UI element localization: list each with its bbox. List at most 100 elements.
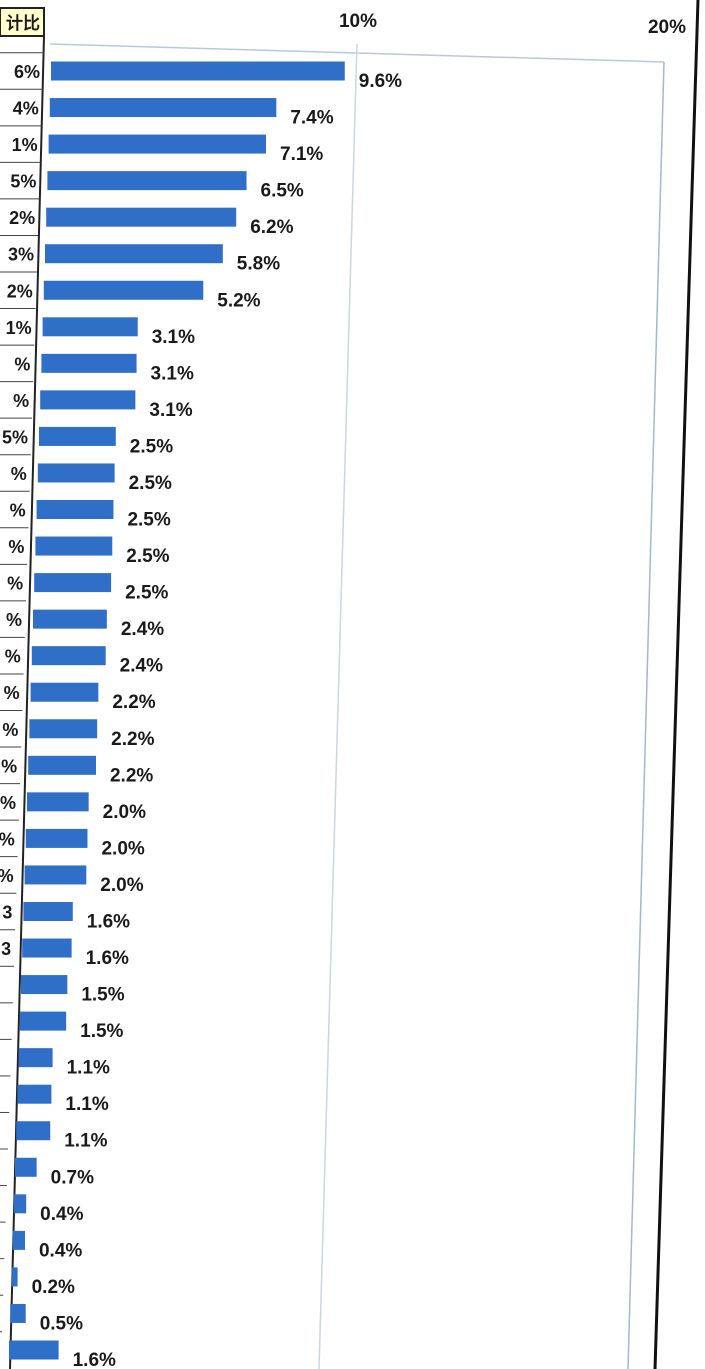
table-header-cell — [0, 7, 45, 37]
data-label: 5.2% — [217, 290, 260, 311]
gridlines — [318, 43, 358, 1369]
table-value: % — [13, 391, 29, 411]
bar — [28, 755, 96, 775]
table-value: % — [0, 829, 15, 849]
bar — [22, 938, 72, 958]
plot-frame — [49, 0, 700, 1369]
data-label: 2.5% — [126, 546, 169, 567]
data-label: 3.1% — [151, 363, 194, 384]
data-label: 0.7% — [51, 1167, 94, 1188]
bar — [10, 1303, 26, 1323]
left-table: 计比 6% 4% 1% 5% 2% 3% 2% 1%%% 5%%%%%%%%%%%%% 3 3 — [0, 7, 45, 1369]
table-value: % — [1, 756, 17, 776]
table-value: % — [6, 610, 22, 630]
x-tick-label: 20% — [648, 17, 686, 38]
bar — [30, 682, 99, 702]
bar — [46, 207, 237, 227]
bar — [16, 1121, 51, 1141]
data-label: 3.1% — [149, 400, 192, 421]
x-tick-label: 10% — [339, 11, 377, 32]
bar — [51, 61, 345, 81]
data-label: 1.1% — [65, 1094, 108, 1115]
bar — [23, 901, 73, 921]
table-value: 3% — [8, 245, 34, 265]
bar — [41, 353, 137, 373]
data-label: 0.2% — [32, 1277, 75, 1298]
table-value: % — [4, 683, 20, 703]
data-label: 9.6% — [359, 71, 402, 92]
table-value: 2% — [9, 208, 35, 228]
bar — [43, 280, 204, 300]
data-label: 1.5% — [81, 985, 124, 1006]
data-label: 2.2% — [112, 692, 155, 713]
bar — [29, 719, 98, 739]
table-value: 1% — [12, 135, 38, 155]
table-value: % — [7, 574, 23, 594]
bar — [42, 317, 138, 337]
table-header-text: 计比 — [6, 13, 40, 34]
data-label: 6.5% — [261, 181, 304, 202]
outer-right-border — [653, 0, 700, 1369]
bars — [9, 61, 345, 1360]
table-value: % — [14, 354, 30, 374]
data-label: 2.0% — [100, 875, 143, 896]
table-value: % — [5, 647, 21, 667]
bar — [13, 1194, 27, 1214]
gridline-10 — [318, 43, 358, 1369]
bar — [25, 828, 88, 848]
bar — [48, 134, 267, 154]
table-value: 1% — [6, 318, 32, 338]
bar — [27, 792, 89, 812]
table-value: 5% — [10, 172, 36, 192]
data-label: 0.5% — [40, 1313, 83, 1334]
bar — [36, 500, 114, 520]
bar — [49, 98, 277, 118]
data-label: 2.0% — [103, 802, 146, 823]
table-value: 3 — [1, 939, 11, 959]
bar — [31, 646, 106, 666]
data-label: 3.1% — [152, 327, 195, 348]
bar — [15, 1157, 37, 1177]
data-label: 2.5% — [130, 436, 173, 457]
data-label: 2.0% — [101, 838, 144, 859]
data-label: 0.4% — [40, 1204, 83, 1225]
bar — [21, 975, 68, 995]
data-label: 7.1% — [280, 144, 323, 165]
table-value: 4% — [13, 99, 39, 119]
data-label: 1.1% — [64, 1131, 107, 1152]
data-label: 1.6% — [73, 1350, 116, 1369]
data-label: 1.6% — [87, 911, 130, 932]
data-label: 1.6% — [86, 948, 129, 969]
bar — [18, 1048, 53, 1068]
bar — [17, 1084, 52, 1104]
table-value: % — [8, 537, 24, 557]
table-right-border — [9, 35, 45, 1369]
data-label: 2.2% — [110, 765, 153, 786]
bar — [11, 1267, 18, 1287]
table-value: 6% — [14, 62, 40, 82]
table-value: 2% — [7, 281, 33, 301]
bar — [34, 573, 112, 593]
bar — [24, 865, 87, 885]
bar — [9, 1340, 59, 1360]
data-label: 7.4% — [290, 108, 333, 129]
table-value: % — [2, 720, 18, 740]
data-label: 2.5% — [125, 583, 168, 604]
bar — [39, 426, 116, 446]
data-label: 2.2% — [111, 729, 154, 750]
plot-right-border — [627, 61, 665, 1369]
data-label: 0.4% — [39, 1240, 82, 1261]
data-labels: 9.6% 7.4% 7.1% 6.5% 6.2% 5.8% 5.2% 3.1% 3.1% 3.1%… — [32, 71, 403, 1369]
bar — [40, 390, 136, 410]
data-label: 2.5% — [129, 473, 172, 494]
bar — [35, 536, 113, 556]
data-label: 2.5% — [127, 510, 170, 531]
data-label: 1.1% — [67, 1058, 110, 1079]
data-label: 5.8% — [237, 254, 280, 275]
bar — [12, 1230, 25, 1250]
bar — [47, 171, 247, 191]
bar — [37, 463, 115, 483]
table-value: 3 — [2, 902, 12, 922]
bar — [33, 609, 107, 629]
